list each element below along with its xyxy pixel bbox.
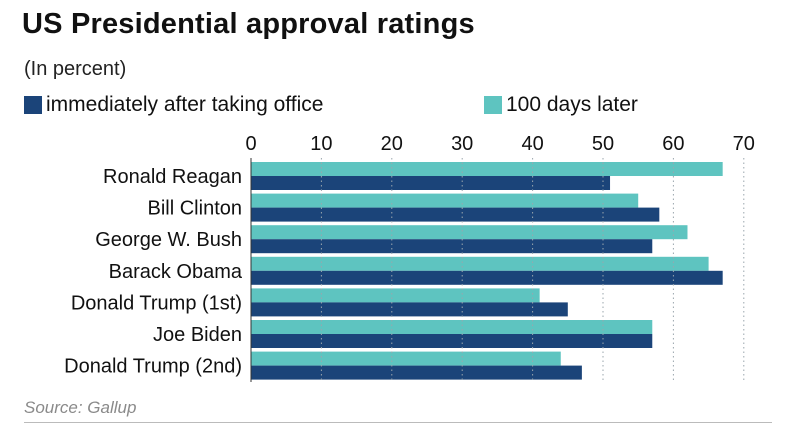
x-tick-label: 10 (310, 133, 332, 155)
category-label: Bill Clinton (148, 198, 242, 220)
bar-immediately-0 (251, 176, 611, 190)
bar-100-days-4 (251, 288, 540, 303)
bar-100-days-0 (251, 162, 723, 176)
x-tick-label: 20 (381, 133, 403, 155)
bar-100-days-1 (251, 193, 639, 208)
legend-label-100-days: 100 days later (506, 93, 638, 116)
source-note: Source: Gallup (24, 398, 137, 417)
bar-immediately-2 (251, 239, 653, 254)
x-tick-label: 0 (245, 133, 256, 155)
legend-swatch-100-days (484, 96, 502, 114)
chart-subtitle: (In percent) (24, 58, 127, 80)
bar-100-days-6 (251, 351, 561, 366)
legend-item-immediately: immediately after taking office (24, 93, 323, 117)
bar-immediately-3 (251, 270, 723, 285)
x-tick-label: 40 (521, 133, 543, 155)
bar-immediately-4 (251, 302, 568, 317)
category-label: Joe Biden (153, 324, 242, 346)
legend-item-100-days: 100 days later (484, 93, 638, 117)
bar-immediately-5 (251, 334, 653, 348)
legend-label-immediately: immediately after taking office (46, 93, 324, 116)
category-label: Donald Trump (1st) (71, 292, 242, 314)
x-tick-label: 60 (662, 133, 684, 155)
bar-100-days-2 (251, 225, 688, 240)
x-tick-label: 30 (451, 133, 473, 155)
category-label: George W. Bush (95, 229, 242, 251)
category-label: Donald Trump (2nd) (64, 356, 242, 378)
bar-immediately-1 (251, 207, 660, 222)
bar-immediately-6 (251, 365, 582, 380)
category-label: Ronald Reagan (103, 166, 242, 188)
chart-title: US Presidential approval ratings (22, 8, 475, 40)
category-label: Barack Obama (109, 261, 243, 283)
bar-100-days-3 (251, 256, 709, 271)
bottom-rule (24, 422, 772, 423)
bar-100-days-5 (251, 320, 653, 334)
legend-swatch-immediately (24, 96, 42, 114)
x-tick-label: 70 (733, 133, 755, 155)
x-tick-label: 50 (592, 133, 614, 155)
